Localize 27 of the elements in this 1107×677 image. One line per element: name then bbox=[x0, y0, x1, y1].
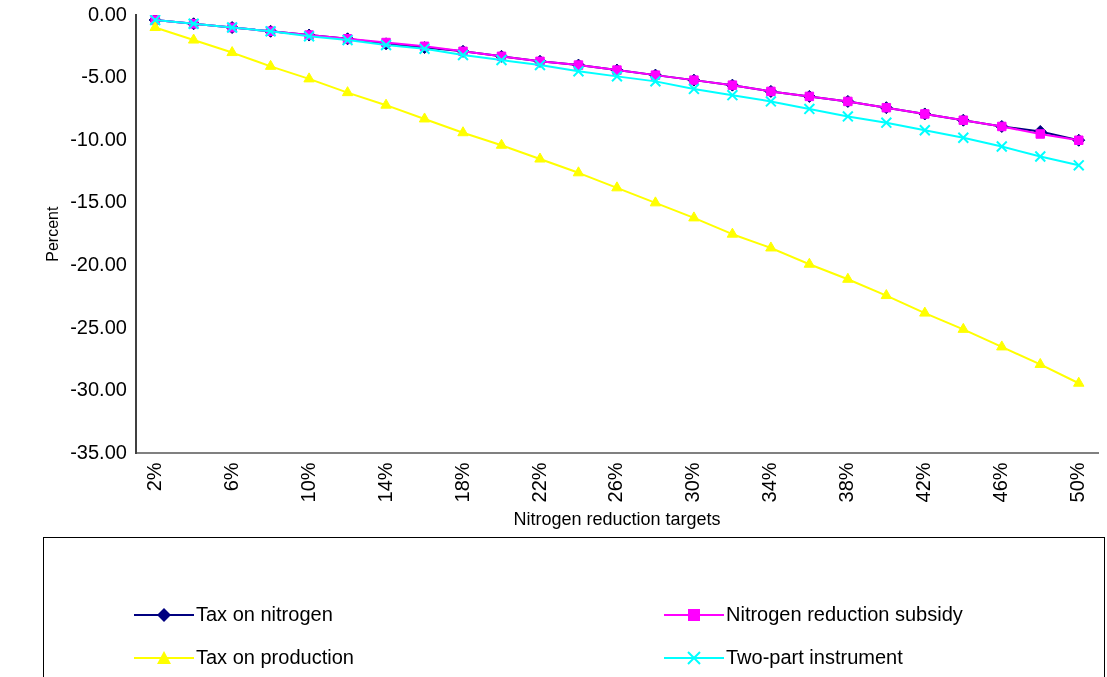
y-tick-label: -30.00 bbox=[70, 378, 127, 401]
y-tick-label: -10.00 bbox=[70, 127, 127, 150]
x-axis-title: Nitrogen reduction targets bbox=[513, 509, 721, 530]
y-tick-label: -5.00 bbox=[81, 65, 127, 88]
x-tick-label: 38% bbox=[835, 462, 858, 503]
x-tick-label: 50% bbox=[1066, 462, 1089, 503]
x-tick-label: 10% bbox=[296, 462, 319, 503]
legend-label: Two-part instrument bbox=[726, 646, 903, 669]
x-tick-label: 6% bbox=[219, 462, 242, 492]
y-tick-label: -35.00 bbox=[70, 440, 127, 463]
y-tick-label: -15.00 bbox=[70, 190, 127, 213]
x-tick-label: 26% bbox=[604, 462, 627, 503]
x-tick-label: 34% bbox=[758, 462, 781, 503]
legend-label: Tax on production bbox=[196, 646, 354, 669]
legend-label: Tax on nitrogen bbox=[196, 603, 333, 626]
legend-label: Nitrogen reduction subsidy bbox=[726, 603, 963, 626]
y-tick-label: -20.00 bbox=[70, 253, 127, 276]
y-tick-label: 0.00 bbox=[87, 2, 127, 25]
x-tick-label: 42% bbox=[912, 462, 935, 503]
x-tick-label: 46% bbox=[989, 462, 1012, 503]
x-tick-label: 30% bbox=[681, 462, 704, 503]
x-tick-label: 2% bbox=[142, 462, 165, 492]
y-tick-label: -25.00 bbox=[70, 315, 127, 338]
x-tick-label: 22% bbox=[527, 462, 550, 503]
x-tick-label: 18% bbox=[450, 462, 473, 503]
y-axis-title: Percent bbox=[44, 206, 62, 262]
x-tick-label: 14% bbox=[373, 462, 396, 503]
